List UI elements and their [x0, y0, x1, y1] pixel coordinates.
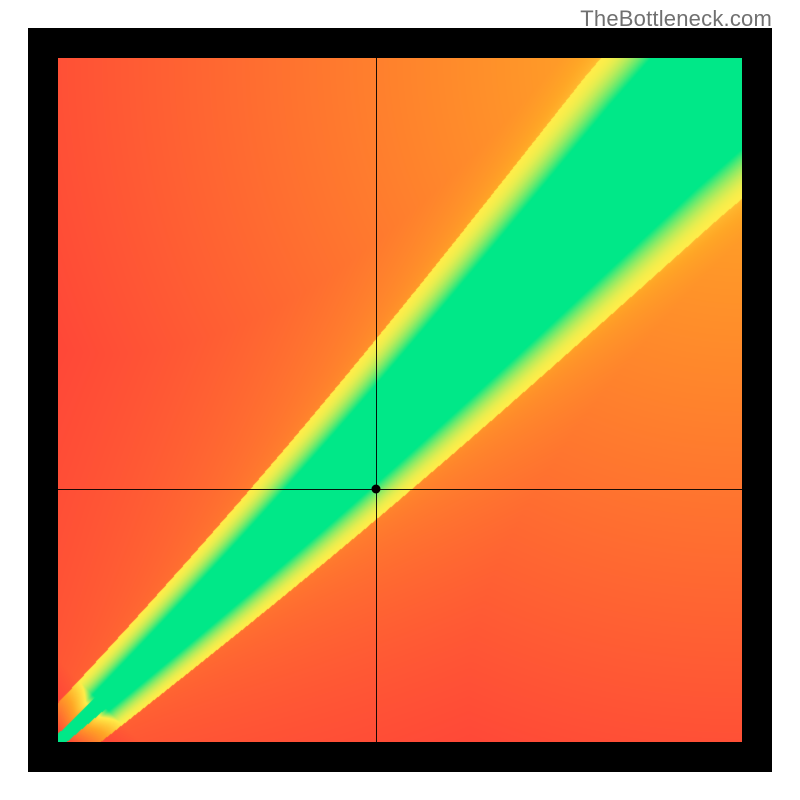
heatmap-canvas — [58, 58, 742, 742]
chart-container: TheBottleneck.com — [0, 0, 800, 800]
plot-frame — [28, 28, 772, 772]
watermark-text: TheBottleneck.com — [580, 6, 772, 32]
crosshair-horizontal — [58, 489, 742, 490]
crosshair-vertical — [376, 58, 377, 742]
crosshair-marker — [372, 484, 381, 493]
